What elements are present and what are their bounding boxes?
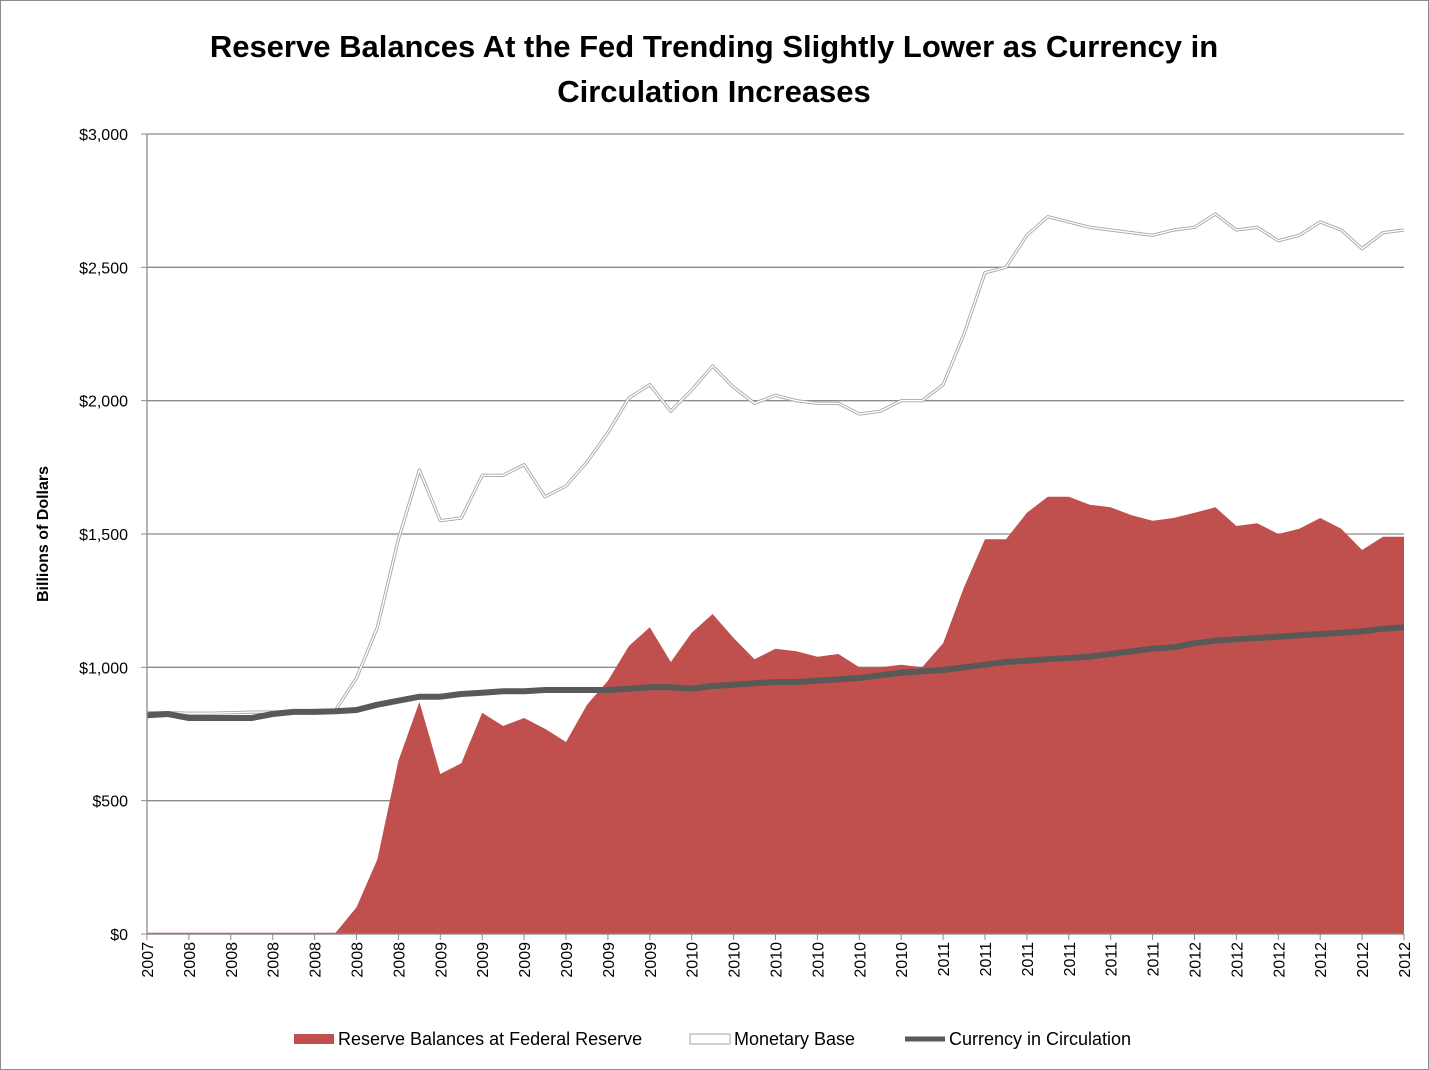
- y-tick-label: $0: [110, 927, 128, 944]
- x-tick-label: 2008: [266, 942, 283, 978]
- y-tick-label: $1,500: [79, 527, 128, 544]
- y-tick-label: $2,000: [79, 394, 128, 411]
- x-tick-label: 2009: [601, 942, 618, 978]
- plot-series: [146, 212, 1405, 934]
- x-tick-label: 2011: [1020, 942, 1037, 977]
- x-tick-label: 2009: [433, 942, 450, 978]
- x-tick-label: 2010: [810, 942, 827, 978]
- y-tick-label: $2,500: [79, 260, 128, 277]
- x-tick-label: 2011: [1104, 942, 1121, 977]
- chart-title: Reserve Balances At the Fed Trending Sli…: [209, 29, 1219, 109]
- legend-swatch: [294, 1034, 334, 1044]
- x-tick-label: 2010: [769, 942, 786, 978]
- x-tick-label: 2012: [1313, 942, 1330, 978]
- x-tick-label: 2008: [391, 942, 408, 978]
- x-tick-label: 2008: [308, 942, 325, 978]
- x-tick-label: 2009: [559, 942, 576, 978]
- legend-label: Monetary Base: [734, 1029, 855, 1049]
- x-tick-label: 2010: [685, 942, 702, 978]
- x-tick-label: 2012: [1397, 942, 1414, 978]
- x-tick-label: 2011: [1062, 942, 1079, 977]
- x-tick-label: 2009: [643, 942, 660, 978]
- x-tick-label: 2011: [936, 942, 953, 977]
- x-tick-label: 2011: [1146, 942, 1163, 977]
- x-tick-label: 2012: [1355, 942, 1372, 978]
- x-tick-label: 2008: [182, 942, 199, 978]
- x-tick-label: 2008: [350, 942, 367, 978]
- x-tick-label: 2012: [1229, 942, 1246, 978]
- legend-label: Currency in Circulation: [949, 1029, 1131, 1049]
- x-tick-label: 2010: [894, 942, 911, 978]
- line: [147, 213, 1405, 714]
- legend-swatch: [689, 1033, 731, 1045]
- y-tick-label: $3,000: [79, 127, 128, 144]
- y-axis-label: Billions of Dollars: [35, 466, 52, 602]
- x-tick-label: 2010: [852, 942, 869, 978]
- line: [146, 624, 1405, 721]
- legend-label: Reserve Balances at Federal Reserve: [338, 1029, 642, 1049]
- x-tick-label: 2012: [1271, 942, 1288, 978]
- x-tick-label: 2007: [140, 942, 157, 978]
- x-tick-label: 2011: [978, 942, 995, 977]
- x-tick-label: 2012: [1188, 942, 1205, 978]
- area: [147, 496, 1404, 934]
- x-tick-label: 2008: [224, 942, 241, 978]
- x-tick-label: 2009: [517, 942, 534, 978]
- x-tick-label: 2010: [727, 942, 744, 978]
- x-tick-label: 2009: [475, 942, 492, 978]
- y-tick-label: $1,000: [79, 660, 128, 677]
- y-tick-label: $500: [92, 794, 128, 811]
